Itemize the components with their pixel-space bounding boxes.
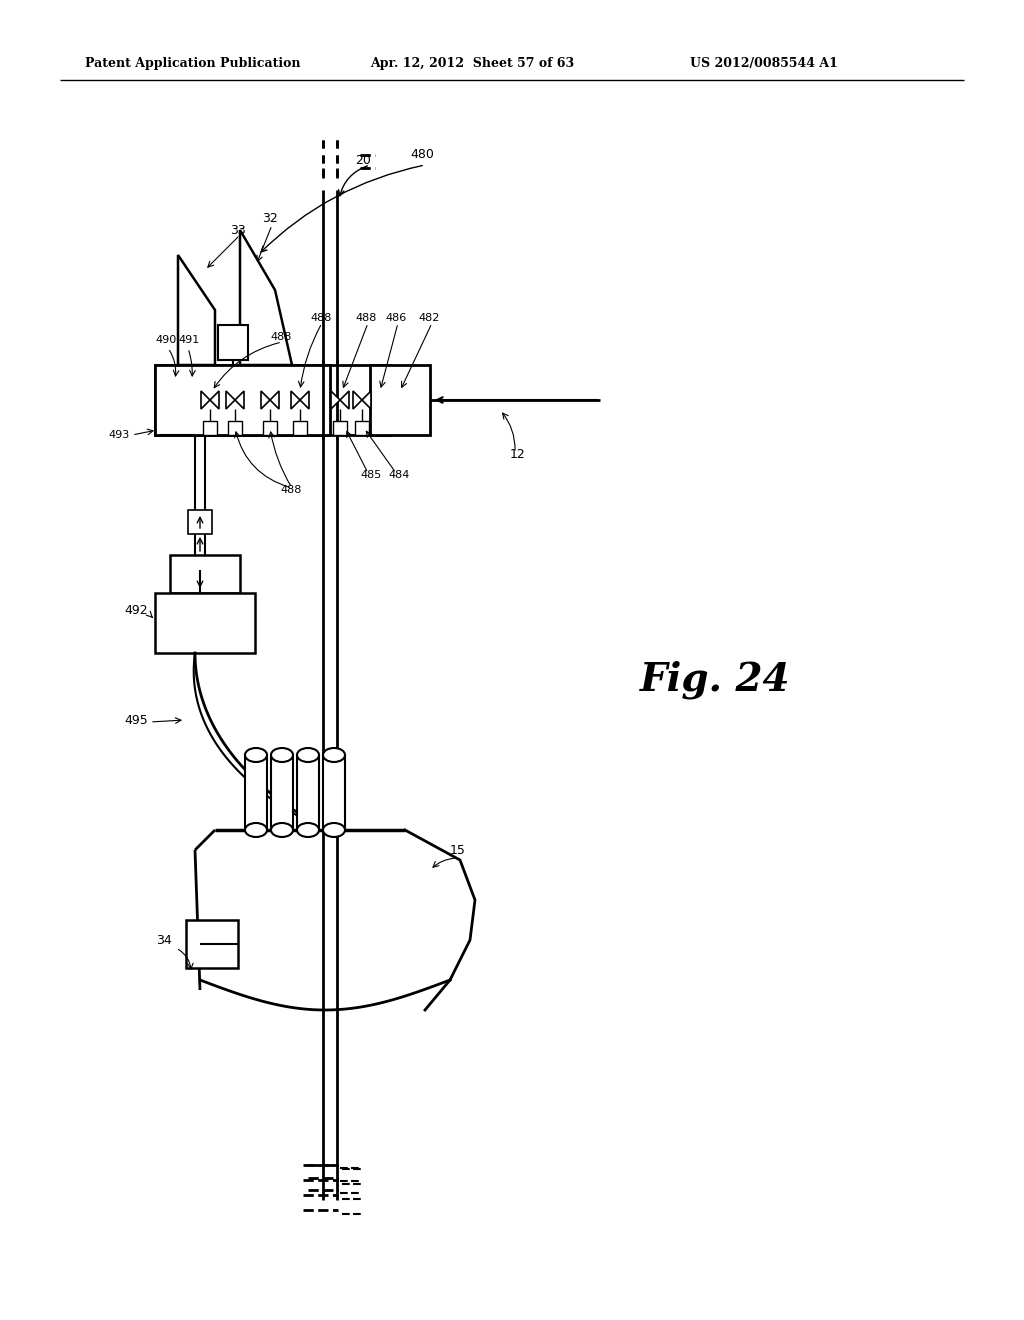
Polygon shape bbox=[240, 230, 292, 366]
Text: 15: 15 bbox=[450, 843, 466, 857]
Bar bbox=[333, 421, 347, 436]
Text: 486: 486 bbox=[385, 313, 407, 323]
Polygon shape bbox=[270, 391, 279, 409]
Bar bbox=[155, 366, 330, 436]
Text: Apr. 12, 2012  Sheet 57 of 63: Apr. 12, 2012 Sheet 57 of 63 bbox=[370, 57, 574, 70]
Polygon shape bbox=[362, 391, 371, 409]
Ellipse shape bbox=[297, 748, 319, 762]
Bar bbox=[322, 366, 338, 436]
Polygon shape bbox=[331, 391, 340, 409]
Bar bbox=[293, 421, 307, 436]
Polygon shape bbox=[291, 391, 300, 409]
Bar bbox=[228, 421, 242, 436]
Text: 488: 488 bbox=[355, 313, 377, 323]
Polygon shape bbox=[340, 391, 349, 409]
Bar bbox=[155, 366, 390, 436]
Polygon shape bbox=[226, 391, 234, 409]
Bar bbox=[155, 593, 255, 653]
Text: 34: 34 bbox=[157, 933, 172, 946]
Ellipse shape bbox=[323, 748, 345, 762]
Bar bbox=[323, 755, 345, 830]
Text: 488: 488 bbox=[280, 484, 301, 495]
Text: 484: 484 bbox=[388, 470, 410, 480]
Ellipse shape bbox=[271, 822, 293, 837]
Text: US 2012/0085544 A1: US 2012/0085544 A1 bbox=[690, 57, 838, 70]
Text: 482: 482 bbox=[418, 313, 439, 323]
Bar bbox=[263, 421, 278, 436]
Bar bbox=[271, 755, 293, 830]
Text: 493: 493 bbox=[109, 430, 130, 440]
Polygon shape bbox=[353, 391, 362, 409]
Bar bbox=[170, 554, 240, 593]
Polygon shape bbox=[300, 391, 309, 409]
Text: 480: 480 bbox=[410, 149, 434, 161]
Bar bbox=[355, 421, 369, 436]
Polygon shape bbox=[201, 391, 210, 409]
Polygon shape bbox=[178, 255, 215, 366]
Text: 12: 12 bbox=[510, 449, 525, 462]
Polygon shape bbox=[261, 391, 270, 409]
Ellipse shape bbox=[245, 822, 267, 837]
Polygon shape bbox=[234, 391, 244, 409]
Ellipse shape bbox=[323, 822, 345, 837]
Text: 490: 490 bbox=[155, 335, 176, 345]
Text: 495: 495 bbox=[124, 714, 148, 726]
Bar bbox=[188, 510, 212, 535]
Ellipse shape bbox=[271, 748, 293, 762]
Ellipse shape bbox=[297, 822, 319, 837]
Text: 491: 491 bbox=[178, 335, 200, 345]
Bar bbox=[203, 421, 217, 436]
Text: 485: 485 bbox=[360, 470, 381, 480]
Ellipse shape bbox=[245, 748, 267, 762]
Bar bbox=[297, 755, 319, 830]
Text: 33: 33 bbox=[230, 223, 246, 236]
Bar bbox=[370, 366, 430, 436]
Text: Patent Application Publication: Patent Application Publication bbox=[85, 57, 300, 70]
Text: 20: 20 bbox=[355, 153, 371, 166]
Bar bbox=[218, 325, 248, 360]
Bar bbox=[186, 920, 238, 968]
Text: 32: 32 bbox=[262, 211, 278, 224]
Bar bbox=[245, 755, 267, 830]
Text: 492: 492 bbox=[124, 603, 148, 616]
Text: Fig. 24: Fig. 24 bbox=[640, 661, 791, 700]
Text: 488: 488 bbox=[310, 313, 332, 323]
Text: 488: 488 bbox=[270, 333, 292, 342]
Polygon shape bbox=[210, 391, 219, 409]
